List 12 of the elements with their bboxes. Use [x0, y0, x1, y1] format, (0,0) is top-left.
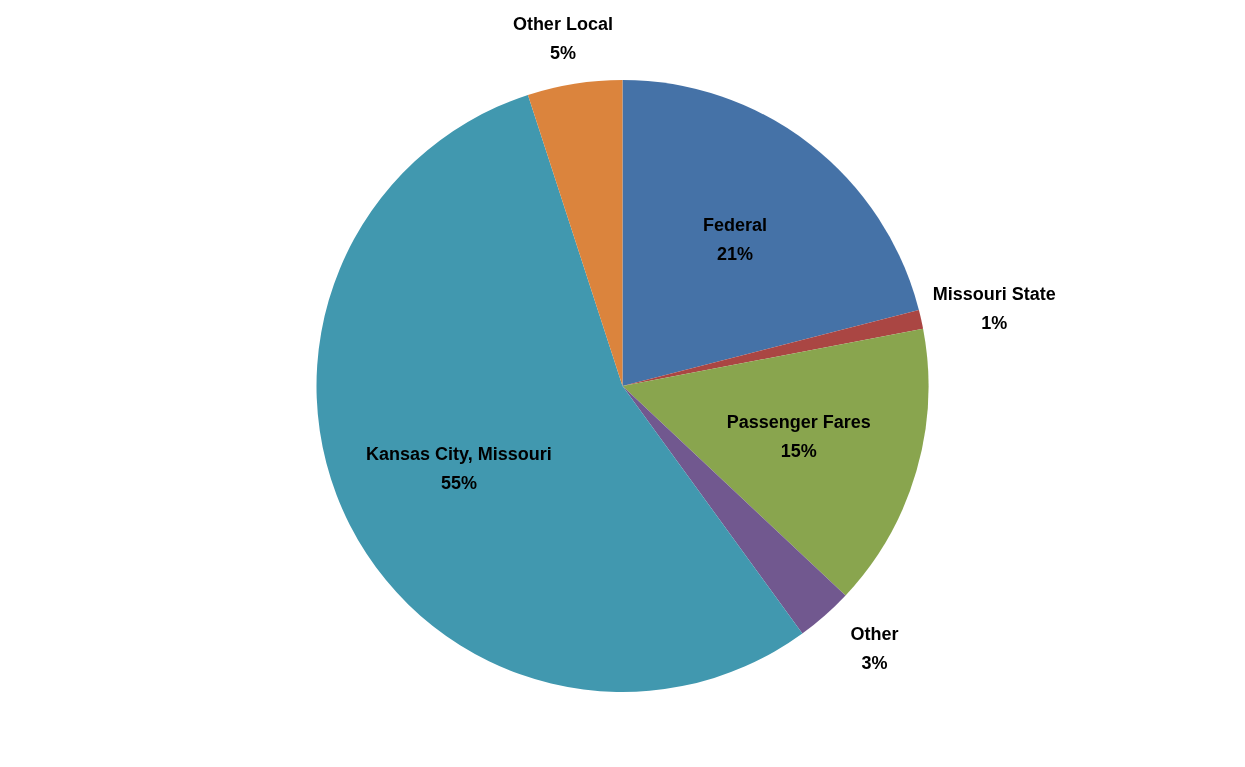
- data-label: 1%: [981, 312, 1008, 333]
- slice-label: Other: [850, 623, 899, 644]
- data-label: 55%: [440, 472, 477, 493]
- data-label: 3%: [861, 652, 888, 673]
- data-label: 5%: [549, 42, 576, 63]
- data-label: 21%: [717, 244, 754, 265]
- slice-label: Passenger Fares: [726, 411, 871, 432]
- slice-label: Federal: [703, 215, 768, 236]
- slice-label: Missouri State: [932, 283, 1056, 304]
- slice-label: Kansas City, Missouri: [366, 443, 552, 464]
- data-label: 15%: [780, 440, 817, 461]
- slice-label: Other Local: [512, 13, 613, 34]
